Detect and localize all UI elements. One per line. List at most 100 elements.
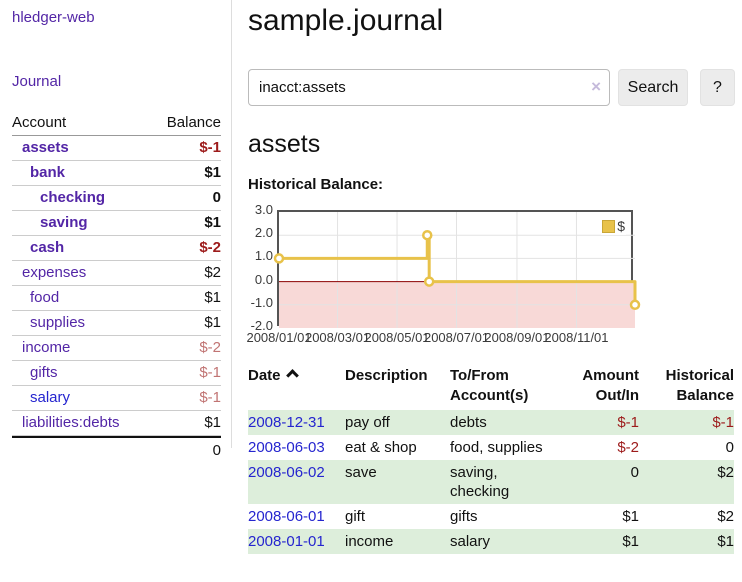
register-header-balance: Historical Balance — [665, 367, 734, 404]
x-axis-tick: 2008/05/01 — [364, 330, 430, 345]
account-link-gifts[interactable]: gifts — [30, 364, 58, 381]
x-axis-tick: 2008/01/01 — [246, 330, 312, 345]
legend-swatch-icon — [602, 219, 616, 233]
register-row: 2008-06-02 save saving, checking 0 $2 — [248, 460, 734, 504]
x-axis-tick: 2008/07/01 — [423, 330, 490, 345]
app-brand-link[interactable]: hledger-web — [12, 9, 95, 26]
account-balance: $1 — [204, 214, 221, 231]
account-link-liabilities:debts[interactable]: liabilities:debts — [22, 414, 120, 431]
accounts-total-row: 0 — [12, 436, 221, 463]
account-link-bank[interactable]: bank — [30, 164, 66, 181]
account-row-income: income $-2 — [12, 336, 221, 361]
transaction-accounts: debts — [450, 410, 562, 435]
account-balance: $1 — [204, 314, 221, 331]
x-axis-tick: 2008/03/01 — [304, 330, 371, 345]
account-row-supplies: supplies $1 — [12, 311, 221, 336]
search-input[interactable] — [248, 69, 610, 106]
transaction-balance: $1 — [639, 529, 734, 554]
account-link-food[interactable]: food — [30, 289, 60, 306]
account-row-expenses: expenses $2 — [12, 261, 221, 286]
register-row: 2008-06-03 eat & shop food, supplies $-2 0 — [248, 435, 734, 460]
x-axis-tick: 2008/11/01 — [544, 330, 609, 345]
account-balance: $2 — [204, 264, 221, 281]
page-title: sample.journal — [248, 4, 444, 37]
account-row-salary: salary $-1 — [12, 386, 221, 411]
transaction-date-link[interactable]: 2008-06-01 — [248, 508, 325, 525]
chart-point — [422, 229, 433, 241]
chart-legend: $ — [601, 217, 626, 235]
account-row-bank: bank $1 — [12, 161, 221, 186]
search-box: × — [248, 69, 610, 106]
sort-asc-icon — [285, 369, 299, 382]
transaction-description: pay off — [345, 410, 450, 435]
help-button[interactable]: ? — [700, 69, 735, 106]
main-content: sample.journal × Search ? assets Histori… — [246, 0, 736, 554]
account-balance: $-1 — [199, 364, 221, 381]
account-balance: $-1 — [199, 389, 221, 406]
account-link-assets[interactable]: assets — [22, 139, 69, 156]
transaction-description: save — [345, 460, 450, 504]
accounts-header-account: Account — [12, 114, 67, 131]
chart-point — [629, 299, 641, 311]
chart-point — [273, 253, 285, 264]
transaction-date-cell: 2008-06-02 — [248, 460, 345, 504]
transaction-accounts: salary — [450, 529, 562, 554]
transaction-date-cell: 2008-01-01 — [248, 529, 345, 554]
transaction-balance: 0 — [725, 439, 734, 456]
register-row: 2008-01-01 income salary $1 $1 — [248, 529, 734, 554]
account-balance: $-2 — [199, 339, 221, 356]
account-row-checking: checking 0 — [12, 186, 221, 211]
search-button[interactable]: Search — [618, 69, 688, 106]
sidebar: hledger-web Journal Account Balance asse… — [0, 0, 232, 459]
account-balance: $-1 — [199, 139, 221, 156]
transaction-date-link[interactable]: 2008-01-01 — [248, 533, 325, 550]
historical-balance-chart: $ 3.0 2.0 1.0 0.0 -1.0 -2.0 2008/01/01 2008/03/… — [246, 202, 736, 352]
account-link-cash[interactable]: cash — [30, 239, 65, 256]
y-axis-tick: -2.0 — [250, 318, 273, 333]
transaction-amount: $-2 — [617, 439, 639, 456]
transaction-accounts: saving, checking — [450, 460, 562, 504]
transaction-date-link[interactable]: 2008-06-03 — [248, 439, 325, 456]
transaction-amount: $-1 — [562, 410, 639, 435]
accounts-header-balance: Balance — [166, 114, 221, 131]
y-axis-tick: 0.0 — [254, 271, 273, 287]
accounts-total-value: 0 — [212, 442, 221, 459]
search-form: × Search ? — [248, 69, 736, 106]
transaction-date-link[interactable]: 2008-06-02 — [248, 464, 325, 481]
register-header-row: Date Description To/From Account(s) Amou… — [248, 362, 734, 410]
register-table: Date Description To/From Account(s) Amou… — [248, 362, 734, 554]
transaction-description: gift — [345, 508, 366, 525]
register-row: 2008-12-31 pay off debts $-1 $-1 — [248, 410, 734, 435]
account-link-income[interactable]: income — [22, 339, 71, 356]
register-header-description: Description — [345, 367, 428, 384]
account-heading: assets — [248, 130, 321, 158]
transaction-accounts: food, supplies — [450, 439, 543, 456]
account-link-checking[interactable]: checking — [40, 189, 106, 206]
accounts-table-header: Account Balance — [12, 112, 221, 136]
transaction-description: income — [345, 529, 450, 554]
account-link-salary[interactable]: salary — [30, 389, 71, 406]
account-balance: $1 — [204, 164, 221, 181]
transaction-date-link[interactable]: 2008-12-31 — [248, 414, 325, 431]
chart-plot-area: $ — [273, 210, 641, 328]
account-link-supplies[interactable]: supplies — [30, 314, 86, 331]
register-header-date[interactable]: Date — [248, 362, 345, 410]
account-row-assets: assets $-1 — [12, 136, 221, 161]
transaction-accounts: gifts — [450, 508, 478, 525]
account-row-liabilities:debts: liabilities:debts $1 — [12, 411, 221, 436]
register-row: 2008-06-01 gift gifts $1 $2 — [248, 504, 734, 529]
transaction-amount: $1 — [562, 529, 639, 554]
transaction-date-cell: 2008-06-01 — [248, 504, 345, 529]
clear-search-icon[interactable]: × — [591, 77, 601, 96]
y-axis-tick: 3.0 — [254, 202, 273, 217]
account-link-saving[interactable]: saving — [40, 214, 88, 231]
sidebar-item-journal[interactable]: Journal — [12, 73, 62, 90]
account-link-expenses[interactable]: expenses — [22, 264, 87, 281]
accounts-table: Account Balance assets $-1 bank $1 checking 0… — [12, 112, 221, 463]
accounts-rows: assets $-1 bank $1 checking 0 saving $1 cash $-2 e… — [12, 136, 221, 436]
transaction-balance: $2 — [639, 460, 734, 504]
y-axis-tick: -1.0 — [250, 294, 273, 310]
account-row-food: food $1 — [12, 286, 221, 311]
y-axis-tick: 2.0 — [254, 225, 273, 241]
account-balance: 0 — [212, 189, 221, 206]
